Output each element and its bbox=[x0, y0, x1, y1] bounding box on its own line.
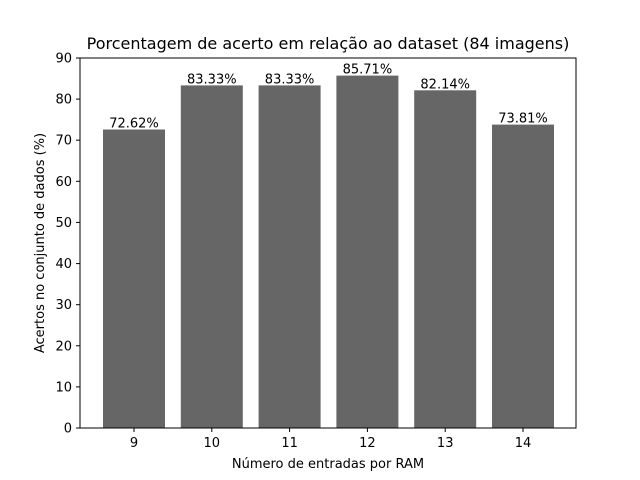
bar-11 bbox=[258, 85, 321, 429]
y-tick-label-0: 0 bbox=[64, 422, 72, 437]
y-tick-label-90: 90 bbox=[55, 52, 72, 67]
data-label-14: 73.81% bbox=[498, 112, 548, 127]
data-label-10: 83.33% bbox=[187, 72, 237, 87]
bar-14 bbox=[492, 124, 554, 428]
x-tick-label-10: 10 bbox=[204, 436, 221, 451]
x-tick-label-11: 11 bbox=[281, 436, 298, 451]
x-tick-label-12: 12 bbox=[359, 436, 376, 451]
y-tick-label-50: 50 bbox=[55, 216, 72, 231]
data-label-13: 82.14% bbox=[420, 77, 470, 92]
y-tick-label-60: 60 bbox=[55, 175, 72, 190]
y-tick-label-80: 80 bbox=[55, 93, 72, 108]
data-label-11: 83.33% bbox=[265, 72, 315, 87]
x-axis-title: Número de entradas por RAM bbox=[232, 457, 424, 472]
y-axis: 0 10 20 30 40 50 60 70 80 90 bbox=[55, 52, 80, 437]
x-axis: 9 10 11 12 13 14 bbox=[130, 428, 531, 451]
y-tick-label-10: 10 bbox=[55, 380, 72, 395]
bar-10 bbox=[180, 85, 243, 429]
bars-layer bbox=[103, 75, 554, 429]
y-tick-label-20: 20 bbox=[55, 339, 72, 354]
x-tick-label-13: 13 bbox=[437, 436, 454, 451]
plot-frame bbox=[79, 57, 577, 429]
y-tick-label-40: 40 bbox=[55, 257, 72, 272]
bar-13 bbox=[414, 90, 477, 429]
bar-12 bbox=[336, 75, 399, 428]
y-axis-title: Acertos no conjunto de dados (%) bbox=[33, 133, 48, 353]
data-label-12: 85.71% bbox=[343, 63, 393, 78]
data-labels-layer: 72.62% 83.33% 83.33% 85.71% 82.14% 73.81% bbox=[109, 63, 548, 132]
data-label-9: 72.62% bbox=[109, 117, 159, 132]
x-tick-label-14: 14 bbox=[515, 436, 532, 451]
x-tick-label-9: 9 bbox=[130, 436, 138, 451]
y-tick-label-70: 70 bbox=[55, 134, 72, 149]
chart-title: Porcentagem de acerto em relação ao data… bbox=[87, 34, 570, 53]
bar-9 bbox=[103, 129, 165, 428]
y-tick-label-30: 30 bbox=[55, 298, 72, 313]
